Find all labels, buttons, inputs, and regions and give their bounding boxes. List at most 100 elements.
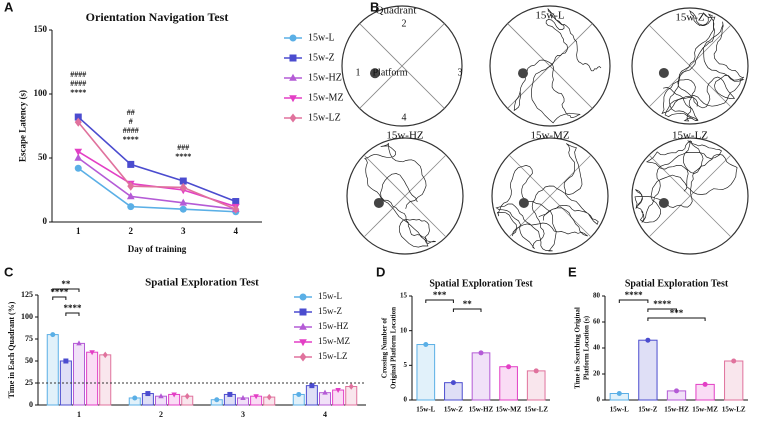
- significance-label: ****: [625, 290, 644, 300]
- marker: [179, 177, 187, 185]
- quadrant-line: [648, 24, 732, 108]
- group-label: 15w-L: [535, 10, 565, 22]
- marker: [348, 383, 354, 390]
- y-axis-label: Crossing Number of: [381, 317, 389, 378]
- trajectory: [634, 140, 738, 224]
- quadrant-line: [359, 23, 445, 109]
- pool-label: Quadrant: [376, 5, 417, 17]
- panel-letter: A: [4, 0, 14, 14]
- bar: [46, 334, 59, 406]
- legend-marker: [289, 73, 297, 81]
- legend-label: 15w-Z: [318, 306, 342, 316]
- pool-label: 1: [356, 67, 361, 78]
- marker: [126, 192, 135, 200]
- group-label: 15w-LZ: [672, 130, 708, 142]
- group-label: 15w-Z: [675, 12, 705, 24]
- pool: [341, 5, 463, 127]
- y-axis-label: Escape Latency (s): [17, 90, 27, 162]
- legend-label: 15w-LZ: [318, 351, 348, 361]
- significance-label: ****: [653, 299, 672, 309]
- marker: [322, 389, 328, 395]
- x-tick-label: 15w-HZ: [469, 406, 494, 414]
- significance-bracket: [52, 296, 67, 300]
- x-tick-label: 3: [241, 410, 245, 419]
- annotation: ###: [177, 143, 189, 152]
- chart-title: Spatial Exploration Test: [429, 278, 533, 289]
- marker: [214, 397, 220, 403]
- y-tick-label: 50: [38, 152, 48, 162]
- annotation: ####: [70, 79, 86, 88]
- bar: [471, 352, 491, 401]
- y-tick-label: 100: [21, 312, 33, 321]
- x-tick-label: 15w-L: [416, 406, 435, 414]
- pool-label: 3: [458, 67, 463, 78]
- trajectory: [495, 143, 599, 252]
- significance-bracket: [647, 317, 706, 321]
- x-tick-label: 15w-LZ: [722, 406, 746, 414]
- annotation: ####: [123, 126, 139, 135]
- marker: [309, 383, 315, 389]
- significance-bracket: [65, 312, 80, 316]
- marker: [158, 393, 164, 399]
- platform: [370, 68, 380, 79]
- marker: [702, 381, 708, 387]
- y-tick-label: 10: [400, 326, 408, 334]
- bar: [638, 339, 658, 401]
- y-tick-label: 0: [29, 400, 33, 409]
- significance-bracket: [52, 288, 80, 292]
- y-tick-label: 75: [25, 334, 33, 343]
- y-tick-label: 15: [400, 292, 408, 300]
- quadrant-line: [648, 154, 732, 238]
- y-axis-label: Time in Each Quadrant (%): [7, 301, 16, 398]
- marker: [184, 392, 190, 400]
- legend-marker: [299, 293, 307, 301]
- marker: [63, 358, 69, 364]
- y-tick-label: 100: [34, 88, 48, 98]
- marker: [253, 394, 259, 400]
- marker: [74, 148, 83, 156]
- legend-marker: [299, 352, 307, 362]
- trajectory: [513, 7, 602, 124]
- platform: [658, 67, 669, 78]
- trajectory: [364, 142, 436, 248]
- marker: [227, 391, 233, 397]
- marker: [76, 340, 82, 346]
- legend-marker: [299, 308, 307, 316]
- legend-label: 15w-L: [318, 291, 342, 301]
- x-tick-label: 4: [234, 226, 239, 236]
- x-tick-label: 3: [181, 226, 186, 236]
- y-tick-label: 0: [43, 216, 48, 226]
- marker: [616, 391, 622, 396]
- y-tick-label: 0: [404, 396, 408, 404]
- platform: [658, 197, 669, 208]
- marker: [335, 388, 341, 394]
- panel-letter: B: [370, 0, 379, 14]
- significance-bracket: [647, 308, 677, 312]
- series-line: [77, 157, 236, 210]
- legend-marker: [289, 54, 297, 62]
- marker: [645, 337, 651, 343]
- quadrant-line: [508, 154, 592, 238]
- annotation: #: [129, 117, 133, 126]
- annotation: ****: [70, 88, 86, 97]
- marker: [296, 391, 302, 397]
- legend-marker: [299, 339, 307, 347]
- y-tick-label: 80: [593, 292, 601, 300]
- legend-marker: [299, 322, 307, 330]
- x-tick-label: 15w-Z: [638, 406, 657, 414]
- marker: [179, 198, 188, 206]
- annotation: ####: [70, 70, 86, 79]
- legend-marker: [289, 113, 297, 123]
- marker: [74, 153, 83, 161]
- y-tick-label: 5: [404, 361, 408, 369]
- marker: [506, 364, 512, 370]
- y-tick-label: 0: [597, 396, 601, 404]
- platform: [518, 68, 528, 79]
- marker: [127, 203, 135, 211]
- trajectory: [661, 10, 745, 122]
- panel-letter: E: [568, 264, 577, 279]
- y-tick-label: 60: [593, 318, 601, 326]
- significance-bracket: [452, 308, 482, 312]
- marker: [127, 181, 135, 191]
- series-line: [77, 167, 236, 213]
